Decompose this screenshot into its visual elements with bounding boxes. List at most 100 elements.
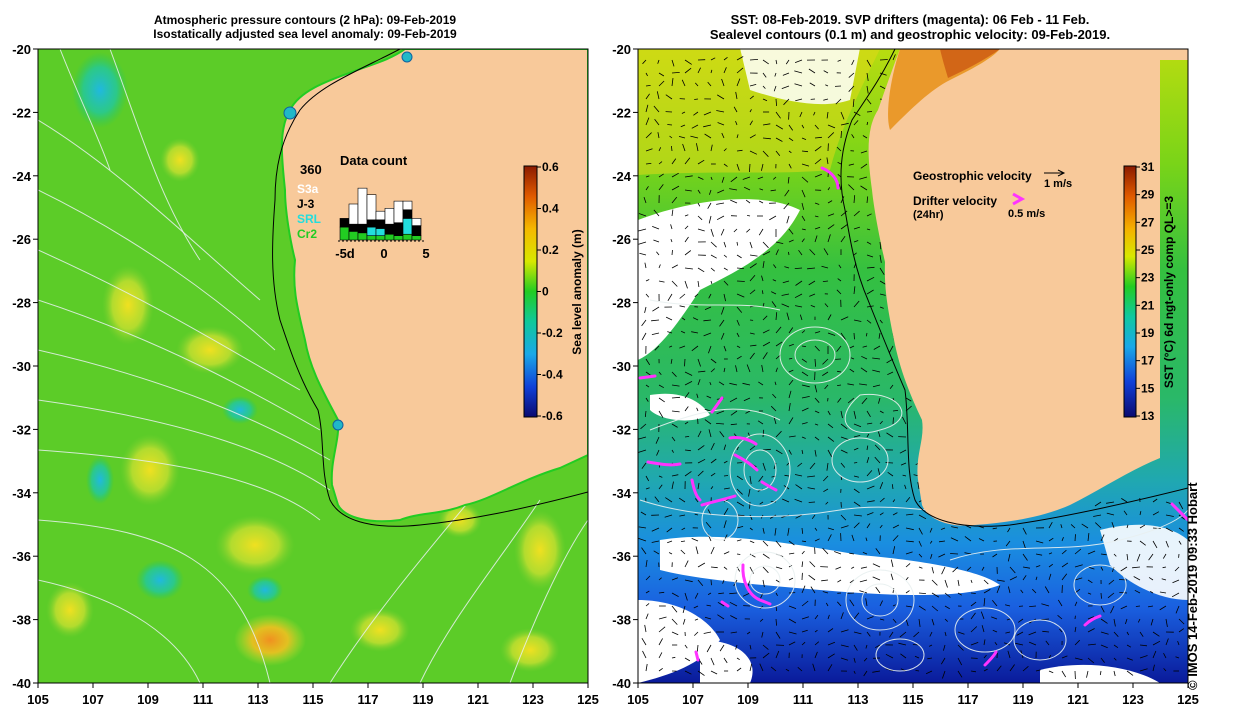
sst-colorbar-tick-label: 21 [1141, 298, 1155, 312]
data-count-bar-Cr2 [375, 235, 386, 241]
sla-colorbar-tick-label: -0.2 [542, 326, 563, 340]
right-lon-tick-label: 115 [903, 692, 924, 707]
left-lat-tick-label: -30 [12, 359, 31, 374]
data-count-title: Data count [340, 153, 408, 168]
data-count-bar-Cr2 [384, 233, 395, 241]
data-count-bar-S3a [357, 187, 368, 225]
data-count-bar-SRL [402, 218, 413, 235]
data-count-bar-J-3 [393, 222, 404, 236]
drifter-legend-label: Drifter velocity [913, 194, 997, 208]
sla-colorbar-tick-label: -0.4 [542, 368, 563, 382]
left-lon-tick-label: 117 [358, 692, 379, 707]
sst-map [638, 49, 1188, 683]
australia-land-right [868, 49, 1188, 526]
data-count-bar-S3a [384, 208, 395, 225]
right-lat-tick-label: -20 [612, 42, 631, 57]
drifter-scale-label: 0.5 m/s [1008, 208, 1045, 220]
sla-colorbar-tick-label: 0.4 [542, 202, 559, 216]
left-lon-tick-label: 105 [27, 692, 49, 707]
data-count-bar-S3a [393, 200, 404, 224]
right-lon-tick-label: 125 [1177, 692, 1199, 707]
data-count-bar-Cr2 [366, 235, 377, 241]
sst-colorbar-tick-label: 23 [1141, 271, 1155, 285]
right-lat-tick-label: -24 [612, 169, 632, 184]
data-count-bar-Cr2 [411, 235, 422, 241]
right-lat-tick-label: -36 [612, 549, 631, 564]
right-lat-tick-label: -28 [612, 296, 631, 311]
data-count-bar-J-3 [348, 223, 359, 232]
data-count-bar-J-3 [339, 218, 350, 228]
shelf-break-left [272, 49, 588, 527]
shelf-break-right [840, 49, 1188, 527]
data-count-bar-Cr2 [393, 235, 404, 241]
data-count-legend-S3a: S3a [297, 182, 319, 196]
sealevel-contours [639, 299, 1188, 672]
tide-gauge-dot[interactable] [283, 106, 297, 120]
data-count-bar-J-3 [402, 209, 413, 219]
data-count-bar-J-3 [357, 223, 368, 234]
right-lat-tick-label: -40 [612, 676, 631, 691]
sst-colorbar-tick-label: 29 [1141, 188, 1155, 202]
sst-colorbar-tick-label: 13 [1141, 409, 1155, 423]
right-lat-tick-label: -26 [612, 232, 631, 247]
left-lon-tick-label: 109 [137, 692, 159, 707]
left-title-line1: Atmospheric pressure contours (2 hPa): 0… [153, 13, 457, 27]
right-lon-tick-label: 117 [958, 692, 979, 707]
tide-gauge-dot[interactable] [401, 51, 413, 63]
right-lat-tick-label: -32 [612, 422, 631, 437]
map-axes: 105 107 109 111 113 115 117 119 121 123 125 -20 -22 -… [12, 42, 1199, 707]
sla-colorbar-tick-label: -0.6 [542, 409, 563, 423]
sst-colorbar-tick-label: 19 [1141, 326, 1155, 340]
tide-gauge-dot[interactable] [332, 419, 344, 431]
right-title-line1: SST: 08-Feb-2019. SVP drifters (magenta)… [730, 12, 1090, 27]
sst-colorbar-tick-label: 17 [1141, 354, 1155, 368]
data-count-x-tick: -5d [335, 246, 355, 261]
data-count-bar-J-3 [384, 223, 395, 235]
left-lat-tick-label: -20 [12, 42, 31, 57]
svp-drifter-tracks [638, 166, 1188, 667]
geostrophic-legend-label: Geostrophic velocity [913, 169, 1032, 183]
right-lat-tick-label: -22 [612, 105, 631, 120]
right-title-line2: Sealevel contours (0.1 m) and geostrophi… [709, 27, 1111, 42]
left-lon-tick-label: 111 [193, 692, 213, 707]
data-count-legend-J-3: J-3 [297, 197, 315, 211]
right-lat-tick-label: -30 [612, 359, 631, 374]
sst-colorbar-tick-label: 31 [1141, 160, 1155, 174]
data-count-bar-J-3 [411, 225, 422, 236]
drifter-legend-sub: (24hr) [913, 209, 944, 221]
data-count-bar-S3a [402, 200, 413, 211]
data-count-bar-S3a [366, 194, 377, 221]
left-lat-tick-label: -22 [12, 105, 31, 120]
left-lon-tick-label: 121 [467, 692, 489, 707]
left-lon-tick-label: 115 [303, 692, 324, 707]
data-count-x-tick: 0 [380, 246, 387, 261]
data-count-bar-S3a [411, 218, 422, 226]
sst-colorbar-tick-label: 25 [1141, 243, 1155, 257]
sla-colorbar-tick-label: 0.6 [542, 160, 559, 174]
right-lon-tick-label: 111 [793, 692, 813, 707]
sst-colorbar: 31 29 27 25 23 21 19 17 15 13 SST (°C) 6d ngt-only… [1123, 160, 1176, 423]
geostrophic-scale-label: 1 m/s [1044, 178, 1072, 190]
data-count-legend-Cr2: Cr2 [297, 227, 317, 241]
left-title-line2: Isostatically adjusted sea level anomaly… [153, 27, 457, 41]
sla-colorbar-label: Sea level anomaly (m) [570, 229, 584, 354]
left-lat-tick-label: -32 [12, 422, 31, 437]
drifter-scale-arrow [1012, 192, 1026, 206]
right-lat-tick-label: -38 [612, 613, 631, 628]
data-count-bar-S3a [375, 210, 386, 221]
left-lat-tick-label: -28 [12, 296, 31, 311]
sla-colorbar-tick-label: 0.2 [542, 243, 559, 257]
sla-colorbar-tick-label: 0 [542, 285, 549, 299]
right-lon-tick-label: 123 [1122, 692, 1144, 707]
data-count-x-tick: 5 [422, 246, 429, 261]
sst-colorbar-label: SST (°C) 6d ngt-only comp QL>=3 [1162, 196, 1176, 388]
left-lat-tick-label: -26 [12, 232, 31, 247]
left-lat-tick-label: -36 [12, 549, 31, 564]
left-lat-tick-label: -40 [12, 676, 31, 691]
sla-colorbar-gradient [523, 165, 538, 418]
geostrophic-scale-arrowhead [1057, 169, 1066, 177]
right-panel-title: SST: 08-Feb-2019. SVP drifters (magenta)… [630, 12, 1190, 42]
right-lon-tick-label: 105 [627, 692, 649, 707]
sla-colorbar: 0.6 0.4 0.2 0 -0.2 -0.4 -0.6 Sea level anomaly … [523, 160, 584, 423]
